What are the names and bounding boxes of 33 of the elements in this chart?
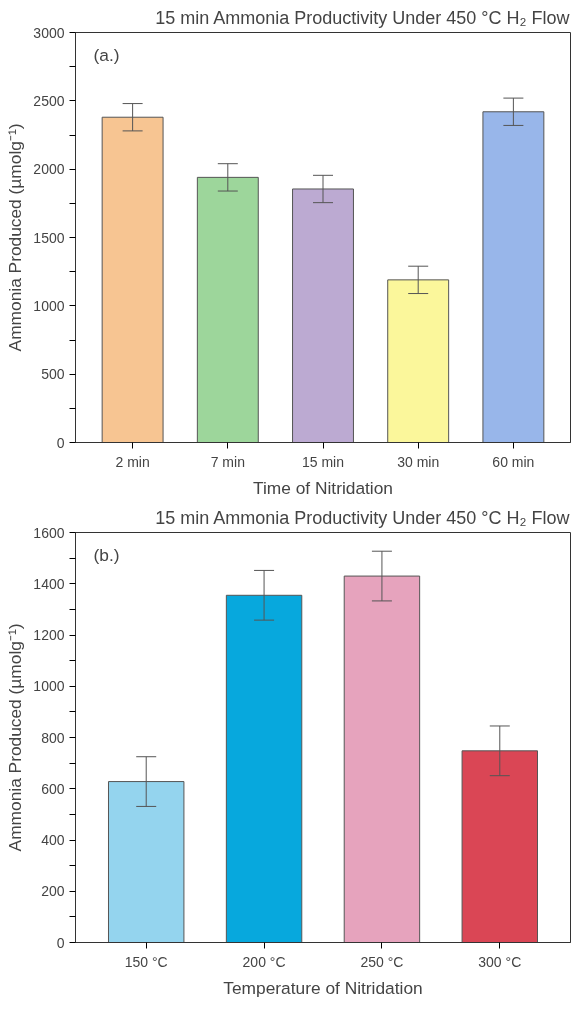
y-axis-title: Ammonia Produced (µmolg⁻¹)	[5, 623, 26, 852]
x-tick-label: 300 °C	[478, 953, 522, 970]
x-tick-label: 30 min	[397, 453, 440, 470]
y-tick-label: 3000	[33, 24, 65, 41]
y-tick-label: 1600	[33, 524, 65, 541]
y-tick-label: 1000	[33, 297, 65, 314]
y-tick-label: 2000	[33, 161, 65, 178]
annotation: (a.)	[93, 44, 120, 65]
chart-title: 15 min Ammonia Productivity Under 450 °C H₂ Flow	[155, 7, 571, 28]
y-tick-label: 0	[56, 434, 65, 451]
y-tick-label: 800	[41, 729, 65, 746]
y-tick-label: 1400	[33, 575, 65, 592]
x-axis-title: Time of Nitridation	[253, 477, 393, 498]
y-tick-label: 1500	[33, 229, 65, 246]
y-tick-label: 2500	[33, 92, 65, 109]
y-tick-label: 500	[41, 366, 65, 383]
x-tick-label: 250 °C	[360, 953, 404, 970]
y-tick-label: 1200	[33, 627, 65, 643]
y-tick-label: 200	[41, 883, 65, 900]
x-tick-label: 2 min	[115, 453, 150, 470]
annotation: (b.)	[93, 544, 120, 565]
x-axis-title: Temperature of Nitridation	[223, 977, 423, 998]
x-tick-label: 60 min	[492, 453, 535, 470]
y-tick-label: 1000	[33, 678, 65, 695]
y-tick-label: 600	[41, 780, 65, 797]
y-tick-label: 400	[41, 832, 65, 848]
x-tick-label: 7 min	[210, 453, 245, 470]
y-axis-title: Ammonia Produced (µmolg⁻¹)	[5, 123, 26, 352]
y-tick-label: 0	[56, 934, 65, 951]
x-tick-label: 15 min	[301, 453, 345, 470]
chart-title: 15 min Ammonia Productivity Under 450 °C H₂ Flow	[155, 507, 571, 528]
x-tick-label: 150 °C	[124, 953, 168, 970]
x-tick-label: 200 °C	[242, 953, 286, 970]
